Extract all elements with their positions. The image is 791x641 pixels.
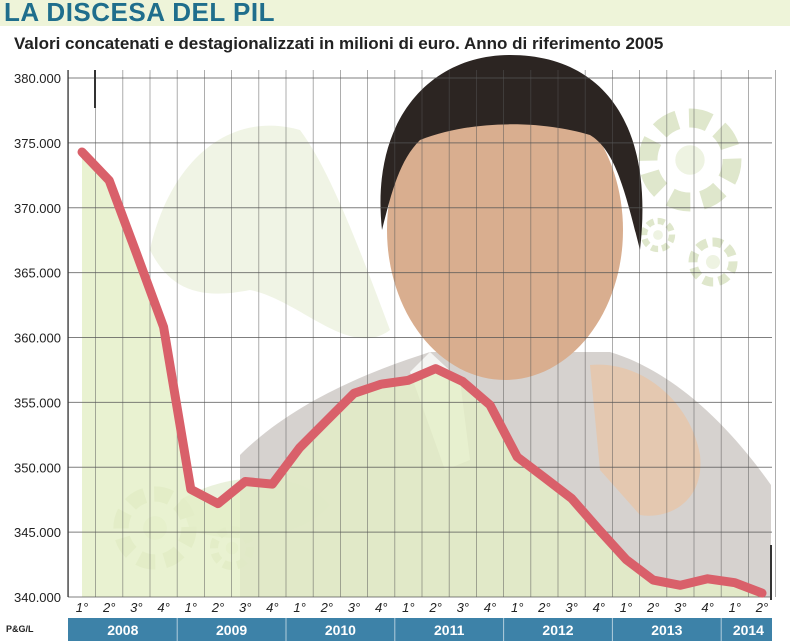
- x-tick-quarter: 1°: [620, 600, 632, 615]
- x-tick-quarter: 4°: [484, 600, 496, 615]
- x-tick-quarter: 4°: [593, 600, 605, 615]
- y-tick-label: 375.000: [14, 136, 61, 151]
- x-tick-quarter: 1°: [293, 600, 305, 615]
- x-tick-quarter: 2°: [211, 600, 224, 615]
- y-tick-label: 350.000: [14, 460, 61, 475]
- x-tick-quarter: 2°: [320, 600, 333, 615]
- x-tick-quarter: 4°: [375, 600, 387, 615]
- x-tick-year: 2010: [325, 622, 356, 638]
- x-tick-quarter: 3°: [457, 600, 469, 615]
- x-tick-quarter: 3°: [348, 600, 360, 615]
- series-line-pil: [77, 147, 767, 598]
- y-axis-ticks: 380.000 375.000 370.000 365.000 360.000 355.0…: [14, 71, 61, 605]
- page-title: LA DISCESA DEL PIL: [4, 0, 275, 27]
- year-band: [68, 618, 772, 641]
- y-tick-label: 340.000: [14, 590, 61, 605]
- gear-icon: [638, 108, 742, 212]
- x-tick-quarter: 2°: [537, 600, 550, 615]
- gear-hub: [706, 255, 720, 269]
- x-tick-year: 2011: [434, 622, 465, 638]
- gear-icon: [688, 237, 738, 287]
- x-tick-quarter: 2°: [102, 600, 115, 615]
- person-hair: [380, 55, 643, 250]
- gear-hub: [675, 145, 705, 175]
- x-tick-quarter: 2°: [646, 600, 659, 615]
- x-tick-quarter: 3°: [130, 600, 142, 615]
- x-tick-quarter: 4°: [266, 600, 278, 615]
- x-tick-quarter: 1°: [729, 600, 741, 615]
- x-tick-year: 2014: [733, 622, 764, 638]
- x-tick-quarter: 1°: [185, 600, 197, 615]
- x-tick-year: 2008: [107, 622, 138, 638]
- x-tick-year: 2009: [216, 622, 247, 638]
- gear-hub: [653, 230, 663, 240]
- y-tick-label: 370.000: [14, 201, 61, 216]
- x-tick-quarter: 1°: [511, 600, 523, 615]
- gear-icon: [640, 217, 676, 253]
- y-tick-label: 365.000: [14, 266, 61, 281]
- x-axis-years: 2008 2009 2010 2011 2012 2013 2014: [68, 618, 772, 641]
- series-line: [77, 147, 767, 598]
- x-tick-quarter: 3°: [239, 600, 251, 615]
- person-head: [387, 80, 623, 380]
- x-tick-quarter: 2°: [755, 600, 768, 615]
- chart-subtitle: Valori concatenati e destagionalizzati i…: [14, 34, 664, 53]
- source-credit: P&G/L: [6, 624, 34, 634]
- x-tick-quarter: 4°: [701, 600, 713, 615]
- y-tick-label: 360.000: [14, 331, 61, 346]
- x-tick-quarter: 1°: [76, 600, 88, 615]
- title-bar: LA DISCESA DEL PIL: [0, 0, 790, 27]
- y-tick-label: 380.000: [14, 71, 61, 86]
- x-tick-quarter: 1°: [402, 600, 414, 615]
- x-tick-quarter: 3°: [674, 600, 686, 615]
- x-axis-quarters: 1° 2° 3° 4° 1° 2° 3° 4° 1° 2° 3° 4° 1° 2° 3° 4° 1° 2° 3° 4°…: [76, 600, 768, 615]
- x-tick-quarter: 4°: [157, 600, 169, 615]
- x-tick-year: 2012: [542, 622, 573, 638]
- x-tick-quarter: 2°: [428, 600, 441, 615]
- y-tick-label: 355.000: [14, 395, 61, 410]
- y-tick-label: 345.000: [14, 525, 61, 540]
- map-shape: [150, 125, 390, 339]
- x-tick-quarter: 3°: [565, 600, 577, 615]
- x-tick-year: 2013: [651, 622, 682, 638]
- grid-lines: [67, 70, 776, 600]
